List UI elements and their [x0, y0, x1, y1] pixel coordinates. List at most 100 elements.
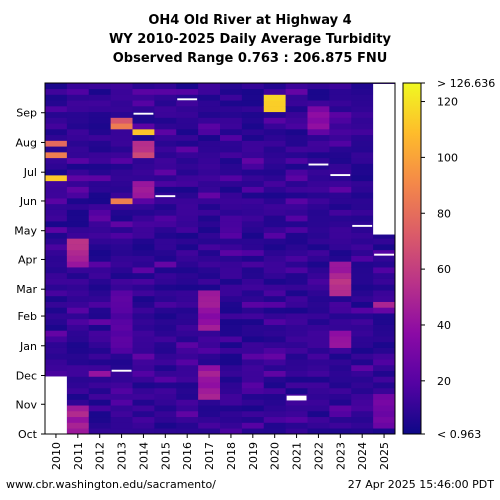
heatmap-cell: [220, 180, 243, 187]
heatmap-cell: [198, 238, 221, 245]
heatmap-cell: [241, 382, 265, 389]
heatmap-cell: [285, 267, 308, 274]
heatmap-cell: [198, 416, 221, 423]
heatmap-cell: [220, 341, 243, 348]
heatmap-cell: [263, 215, 286, 222]
heatmap-cell: [285, 330, 308, 337]
heatmap-cell: [329, 272, 352, 279]
heatmap-cell: [198, 244, 221, 251]
heatmap-cell: [66, 88, 90, 95]
heatmap-cell: [110, 284, 133, 291]
heatmap-cell: [263, 249, 286, 256]
heatmap-cell: [45, 301, 68, 308]
source-url[interactable]: www.cbr.washington.edu/sacramento/: [6, 478, 216, 491]
heatmap-cell: [351, 301, 374, 308]
heatmap-cell: [263, 387, 286, 395]
heatmap-cell: [263, 324, 286, 331]
heatmap-cell: [154, 232, 177, 239]
heatmap-cell: [45, 336, 68, 343]
heatmap-cell: [154, 422, 177, 429]
heatmap-cell: [351, 307, 374, 314]
heatmap-cell: [176, 422, 199, 429]
heatmap-cell: [241, 410, 265, 418]
missing-data-gap: [177, 98, 198, 101]
heatmap-cell: [263, 123, 286, 130]
heatmap-cell: [307, 284, 330, 291]
x-tick-label: 2023: [334, 442, 347, 470]
missing-data-block: [373, 83, 396, 235]
heatmap-cell: [88, 198, 111, 205]
heatmap-cell: [285, 376, 308, 383]
heatmap-cell: [198, 106, 221, 113]
heatmap-cell: [329, 387, 352, 395]
heatmap-cell: [220, 117, 243, 124]
heatmap-cell: [329, 249, 352, 256]
heatmap-cell: [263, 117, 286, 124]
heatmap-cell: [66, 163, 90, 170]
heatmap-cell: [220, 330, 243, 337]
heatmap-cell: [263, 290, 286, 297]
heatmap-cell: [198, 393, 221, 400]
heatmap-cell: [329, 163, 352, 170]
heatmap-cell: [66, 370, 90, 377]
heatmap-cell: [220, 198, 243, 205]
heatmap-cell: [132, 422, 155, 429]
heatmap-cell: [154, 94, 177, 101]
heatmap-cell: [45, 324, 68, 331]
heatmap-cell: [351, 111, 374, 118]
heatmap-cell: [45, 157, 68, 164]
heatmap-cell: [351, 364, 374, 371]
heatmap-cell: [329, 370, 352, 377]
heatmap-cell: [241, 123, 265, 130]
heatmap-cell: [45, 244, 68, 251]
heatmap-cell: [373, 232, 396, 239]
heatmap-cell: [110, 221, 133, 228]
heatmap-cell: [110, 232, 133, 239]
heatmap-cell: [132, 410, 155, 418]
heatmap-cell: [307, 347, 330, 354]
heatmap-cell: [110, 278, 133, 285]
heatmap-cell: [220, 295, 243, 302]
heatmap-cell: [351, 347, 374, 354]
heatmap-cell: [241, 129, 265, 136]
heatmap-cell: [263, 111, 286, 118]
heatmap-cell: [66, 94, 90, 101]
heatmap-cell: [176, 94, 199, 101]
heatmap-cell: [198, 249, 221, 256]
heatmap-cell: [263, 376, 286, 383]
heatmap-cell: [307, 238, 330, 245]
heatmap-cell: [241, 192, 265, 199]
heatmap-cell: [45, 186, 68, 193]
heatmap-cell: [351, 255, 374, 262]
heatmap-cell: [307, 330, 330, 337]
heatmap-cell: [176, 88, 199, 95]
heatmap-cell: [351, 175, 374, 182]
heatmap-cell: [154, 370, 177, 377]
generated-timestamp: 27 Apr 2025 15:46:00 PDT: [347, 478, 494, 491]
heatmap-cell: [154, 106, 177, 113]
heatmap-cell: [45, 152, 68, 159]
heatmap-cell: [307, 163, 330, 170]
heatmap-cell: [285, 175, 308, 182]
heatmap-cell: [263, 83, 286, 90]
heatmap-cell: [88, 376, 111, 383]
heatmap-cell: [176, 387, 199, 395]
heatmap-cell: [220, 209, 243, 216]
heatmap-cell: [351, 353, 374, 360]
heatmap-cell: [307, 422, 330, 429]
heatmap-cell: [45, 100, 68, 107]
heatmap-cell: [329, 295, 352, 302]
heatmap-cell: [110, 100, 133, 107]
heatmap-cell: [198, 382, 221, 389]
heatmap-cell: [154, 215, 177, 222]
heatmap-cell: [154, 111, 177, 118]
heatmap-cell: [220, 382, 243, 389]
heatmap-cell: [66, 336, 90, 343]
x-tick-label: 2015: [159, 442, 172, 470]
heatmap-cell: [154, 261, 177, 268]
heatmap-cell: [132, 290, 155, 297]
heatmap-cell: [329, 261, 352, 268]
heatmap-cell: [285, 198, 308, 205]
heatmap-cell: [198, 422, 221, 429]
